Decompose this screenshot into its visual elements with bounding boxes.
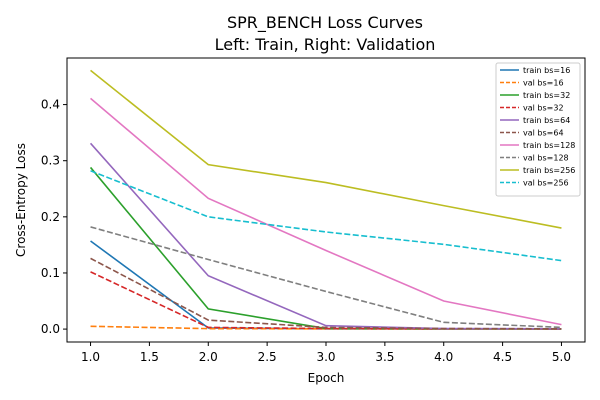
- legend-entry-label: train bs=32: [523, 91, 570, 100]
- x-tick-label: 4.5: [493, 350, 512, 364]
- series-line-5: [90, 257, 562, 330]
- series-line-6: [90, 97, 562, 326]
- legend-entry-label: val bs=128: [523, 154, 569, 163]
- series-line-9: [90, 170, 562, 262]
- y-axis-label: Cross-Entropy Loss: [14, 143, 28, 257]
- y-tick-label: 0.3: [41, 154, 60, 168]
- y-tick-label: 0.1: [41, 266, 60, 280]
- legend-entry-label: train bs=16: [523, 66, 570, 75]
- legend-entry-label: train bs=256: [523, 166, 575, 175]
- x-tick-label: 1.0: [81, 350, 100, 364]
- legend-entry-label: val bs=32: [523, 104, 564, 113]
- series-line-7: [90, 226, 562, 329]
- legend: train bs=16 val bs=16 train bs=32 val bs=32…: [495, 62, 581, 197]
- series-line-3: [90, 271, 562, 330]
- x-tick-label: 5.0: [552, 350, 571, 364]
- x-tick-label: 2.0: [199, 350, 218, 364]
- x-axis: 1.0 1.5 2.0 2.5 3.0 3.5 4.0 4.5 5.0: [81, 342, 571, 364]
- x-tick-label: 2.5: [258, 350, 277, 364]
- legend-box: [495, 62, 581, 197]
- series-line-4: [89, 142, 562, 330]
- legend-entry-label: val bs=64: [523, 129, 564, 138]
- series-layer: [89, 69, 562, 330]
- legend-entry-label: val bs=256: [523, 179, 569, 188]
- y-tick-label: 0.4: [41, 98, 60, 112]
- x-tick-label: 3.0: [316, 350, 335, 364]
- x-tick-label: 4.0: [434, 350, 453, 364]
- legend-entry-label: train bs=64: [523, 116, 570, 125]
- y-axis: 0.0 0.1 0.2 0.3 0.4: [41, 98, 67, 336]
- chart-title: SPR_BENCH Loss Curves: [227, 13, 423, 33]
- x-tick-label: 1.5: [140, 350, 159, 364]
- y-tick-label: 0.0: [41, 322, 60, 336]
- y-tick-label: 0.2: [41, 210, 60, 224]
- legend-entry-label: val bs=16: [523, 79, 564, 88]
- legend-entry-label: train bs=128: [523, 141, 575, 150]
- x-axis-label: Epoch: [308, 371, 345, 385]
- series-line-8: [90, 69, 562, 229]
- series-line-0: [90, 240, 562, 330]
- x-tick-label: 3.5: [375, 350, 394, 364]
- chart-subtitle: Left: Train, Right: Validation: [215, 35, 436, 54]
